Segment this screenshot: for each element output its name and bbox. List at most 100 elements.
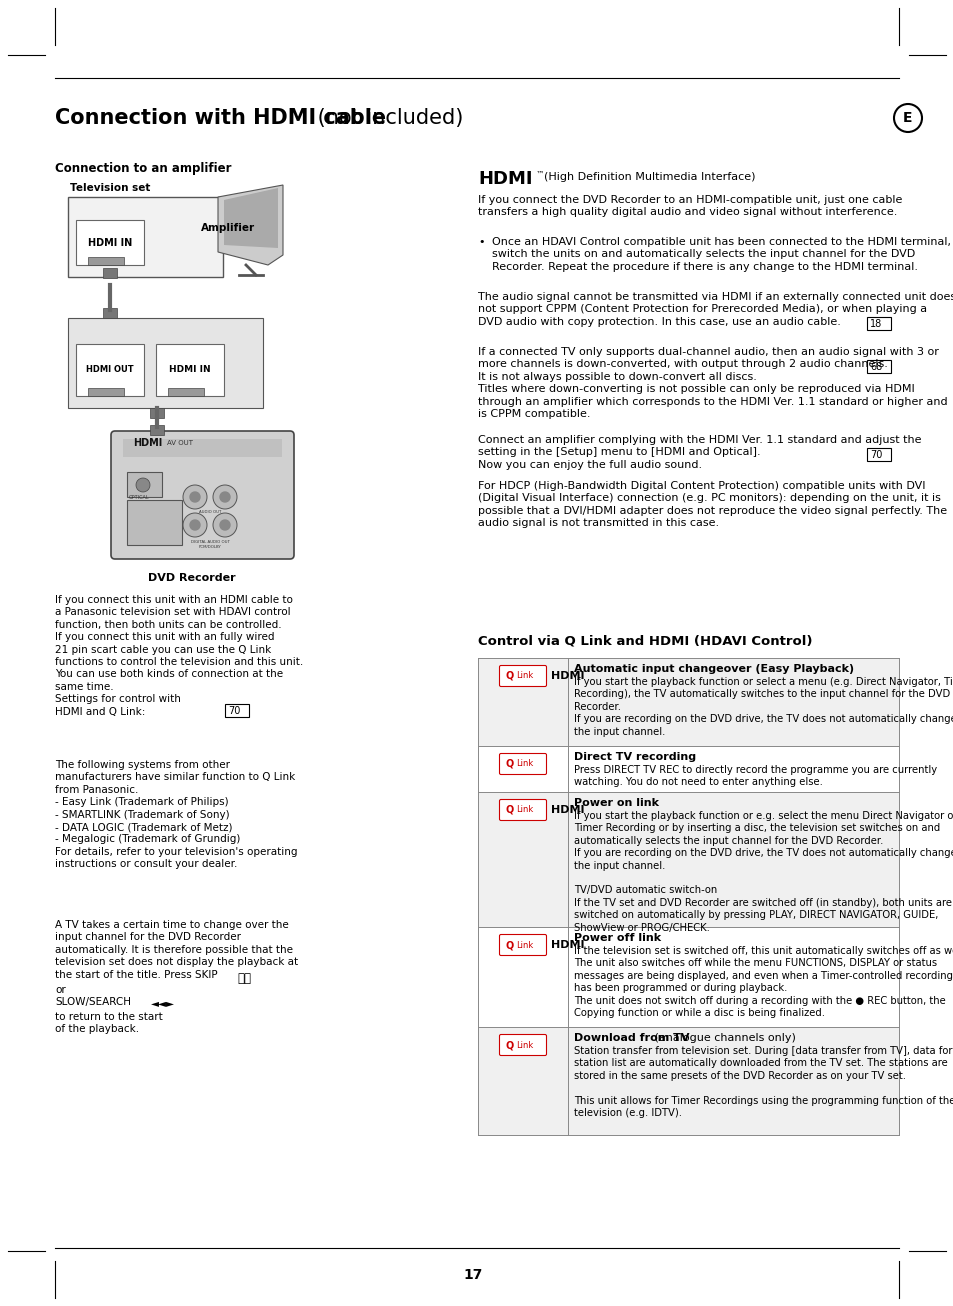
Text: OPTICAL: OPTICAL (129, 495, 150, 500)
FancyBboxPatch shape (103, 308, 117, 317)
Text: Link: Link (516, 1041, 533, 1050)
Text: HDMI IN: HDMI IN (169, 366, 211, 375)
Text: Q: Q (505, 1040, 514, 1050)
FancyBboxPatch shape (156, 343, 224, 396)
FancyBboxPatch shape (76, 219, 144, 265)
Circle shape (213, 513, 236, 537)
Circle shape (220, 492, 230, 502)
FancyBboxPatch shape (103, 268, 117, 278)
Text: Direct TV recording: Direct TV recording (574, 752, 696, 761)
Text: 68: 68 (869, 362, 882, 372)
FancyBboxPatch shape (168, 388, 204, 396)
FancyBboxPatch shape (477, 927, 898, 1027)
Text: 17: 17 (463, 1268, 482, 1282)
Text: Connection to an amplifier: Connection to an amplifier (55, 162, 232, 175)
FancyBboxPatch shape (111, 431, 294, 559)
FancyBboxPatch shape (866, 317, 890, 330)
FancyBboxPatch shape (477, 1027, 898, 1135)
Text: HDMI OUT: HDMI OUT (86, 366, 133, 375)
FancyBboxPatch shape (127, 471, 162, 498)
Text: Connect an amplifier complying with the HDMI Ver. 1.1 standard and adjust the
se: Connect an amplifier complying with the … (477, 435, 921, 470)
Text: DIGITAL AUDIO OUT
PCM/DOLBY: DIGITAL AUDIO OUT PCM/DOLBY (191, 539, 230, 549)
Text: HDMI: HDMI (132, 438, 162, 448)
Circle shape (183, 485, 207, 509)
Text: Station transfer from television set. During [data transfer from TV], data for t: Station transfer from television set. Du… (574, 1046, 953, 1118)
Text: Press DIRECT TV REC to directly record the programme you are currently
watching.: Press DIRECT TV REC to directly record t… (574, 765, 936, 788)
FancyBboxPatch shape (499, 1034, 546, 1055)
Text: HDMI: HDMI (551, 804, 584, 815)
Text: E: E (902, 111, 912, 125)
Circle shape (190, 492, 200, 502)
Text: to return to the start
of the playback.: to return to the start of the playback. (55, 1012, 163, 1034)
FancyBboxPatch shape (68, 197, 223, 277)
FancyBboxPatch shape (866, 448, 890, 461)
Text: Q: Q (505, 804, 514, 815)
Text: ◄◄►: ◄◄► (151, 998, 174, 1008)
Text: If you connect this unit with an HDMI cable to
a Panasonic television set with H: If you connect this unit with an HDMI ca… (55, 596, 303, 717)
Text: HDMI IN: HDMI IN (88, 238, 132, 248)
Text: or
SLOW/SEARCH: or SLOW/SEARCH (55, 985, 131, 1007)
FancyBboxPatch shape (150, 424, 164, 435)
FancyBboxPatch shape (68, 317, 263, 407)
Text: HDMI: HDMI (551, 940, 584, 949)
FancyBboxPatch shape (499, 799, 546, 820)
FancyBboxPatch shape (499, 935, 546, 956)
Text: Control via Q Link and HDMI (HDAVI Control): Control via Q Link and HDMI (HDAVI Contr… (477, 635, 812, 648)
FancyBboxPatch shape (150, 407, 164, 418)
Text: AUDIO OUT: AUDIO OUT (198, 511, 221, 515)
Text: •: • (477, 236, 484, 247)
Text: Power on link: Power on link (574, 798, 659, 808)
Text: HDMI: HDMI (477, 170, 532, 188)
Circle shape (190, 520, 200, 530)
Text: Link: Link (516, 940, 533, 949)
Text: 70: 70 (869, 451, 882, 460)
FancyBboxPatch shape (88, 257, 124, 265)
Text: For HDCP (High-Bandwidth Digital Content Protection) compatible units with DVI
(: For HDCP (High-Bandwidth Digital Content… (477, 481, 946, 528)
Text: A TV takes a certain time to change over the
input channel for the DVD Recorder
: A TV takes a certain time to change over… (55, 919, 297, 980)
Circle shape (136, 478, 150, 492)
Text: Link: Link (516, 760, 533, 768)
Text: DVD Recorder: DVD Recorder (148, 573, 235, 582)
Text: HDMI: HDMI (551, 671, 584, 680)
Text: The following systems from other
manufacturers have similar function to Q Link
f: The following systems from other manufac… (55, 760, 297, 870)
Text: If the television set is switched off, this unit automatically switches off as w: If the television set is switched off, t… (574, 946, 953, 1017)
Text: Q: Q (505, 940, 514, 949)
FancyBboxPatch shape (127, 500, 182, 545)
Text: Power off link: Power off link (574, 932, 660, 943)
Text: ⏮⏭: ⏮⏭ (236, 972, 251, 985)
Text: (High Definition Multimedia Interface): (High Definition Multimedia Interface) (543, 172, 755, 182)
Text: If you start the playback function or select a menu (e.g. Direct Navigator, Time: If you start the playback function or se… (574, 677, 953, 737)
Circle shape (213, 485, 236, 509)
FancyBboxPatch shape (499, 666, 546, 687)
Text: 18: 18 (869, 319, 882, 329)
Text: Q: Q (505, 759, 514, 769)
FancyBboxPatch shape (477, 658, 898, 746)
Text: (not included): (not included) (311, 108, 463, 128)
Text: Once an HDAVI Control compatible unit has been connected to the HDMI terminal,
s: Once an HDAVI Control compatible unit ha… (492, 236, 950, 272)
Text: Link: Link (516, 806, 533, 815)
Text: Television set: Television set (70, 183, 151, 193)
FancyBboxPatch shape (866, 360, 890, 374)
FancyBboxPatch shape (477, 746, 898, 791)
FancyBboxPatch shape (225, 704, 249, 717)
Text: Automatic input changeover (Easy Playback): Automatic input changeover (Easy Playbac… (574, 663, 853, 674)
FancyBboxPatch shape (88, 388, 124, 396)
FancyBboxPatch shape (76, 343, 144, 396)
Circle shape (220, 520, 230, 530)
Text: If you start the playback function or e.g. select the menu Direct Navigator or
T: If you start the playback function or e.… (574, 811, 953, 932)
Text: Download from TV: Download from TV (574, 1033, 689, 1043)
Polygon shape (218, 185, 283, 265)
FancyBboxPatch shape (477, 791, 898, 927)
Text: Q: Q (505, 671, 514, 680)
Circle shape (183, 513, 207, 537)
Text: If you connect the DVD Recorder to an HDMI-compatible unit, just one cable
trans: If you connect the DVD Recorder to an HD… (477, 195, 902, 217)
Text: 70: 70 (228, 707, 240, 716)
Polygon shape (224, 188, 277, 248)
Text: If a connected TV only supports dual-channel audio, then an audio signal with 3 : If a connected TV only supports dual-cha… (477, 347, 946, 419)
Text: AV OUT: AV OUT (167, 440, 193, 447)
Text: Connection with HDMI cable: Connection with HDMI cable (55, 108, 386, 128)
Text: Amplifier: Amplifier (201, 223, 254, 232)
Text: (analogue channels only): (analogue channels only) (650, 1033, 795, 1043)
FancyBboxPatch shape (499, 754, 546, 774)
FancyBboxPatch shape (123, 439, 282, 457)
